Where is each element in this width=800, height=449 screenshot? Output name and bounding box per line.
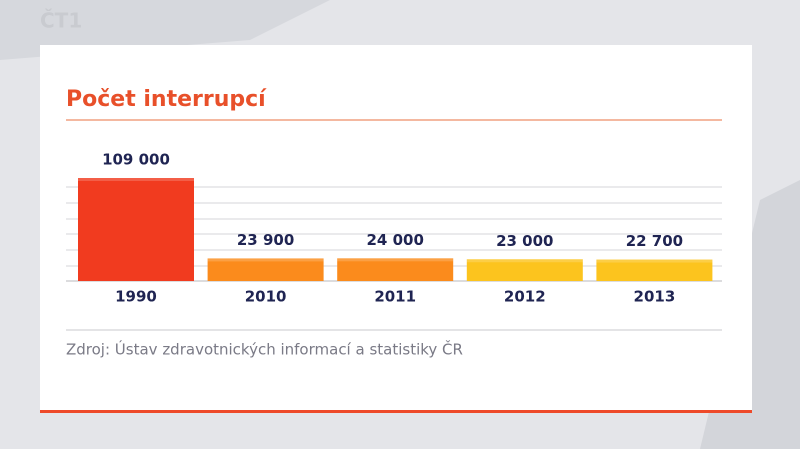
source: Zdroj: Ústav zdravotnických informací a … xyxy=(66,340,463,359)
value-label: 22 700 xyxy=(626,232,683,250)
panel-bottom-line xyxy=(40,410,752,413)
bar-highlight xyxy=(596,259,713,263)
x-tick-label: 1990 xyxy=(115,288,157,306)
bar-highlight xyxy=(337,258,454,262)
bar xyxy=(466,259,583,281)
value-label: 24 000 xyxy=(366,231,423,249)
bar xyxy=(207,258,324,281)
x-tick-label: 2013 xyxy=(634,288,676,306)
x-tick-label: 2010 xyxy=(245,288,287,306)
bar-highlight xyxy=(78,178,194,181)
x-tick-label: 2012 xyxy=(504,288,546,306)
bar xyxy=(337,258,454,281)
bar-highlight xyxy=(466,259,583,263)
bar-highlight xyxy=(207,258,324,262)
bar xyxy=(78,178,194,281)
value-label: 23 900 xyxy=(237,231,294,249)
bar xyxy=(596,259,713,281)
value-label: 109 000 xyxy=(102,151,170,169)
channel-logo: ČT1 xyxy=(40,9,82,33)
x-tick-label: 2011 xyxy=(374,288,416,306)
value-label: 23 000 xyxy=(496,232,553,250)
chart-title: Počet interrupcí xyxy=(66,87,267,112)
